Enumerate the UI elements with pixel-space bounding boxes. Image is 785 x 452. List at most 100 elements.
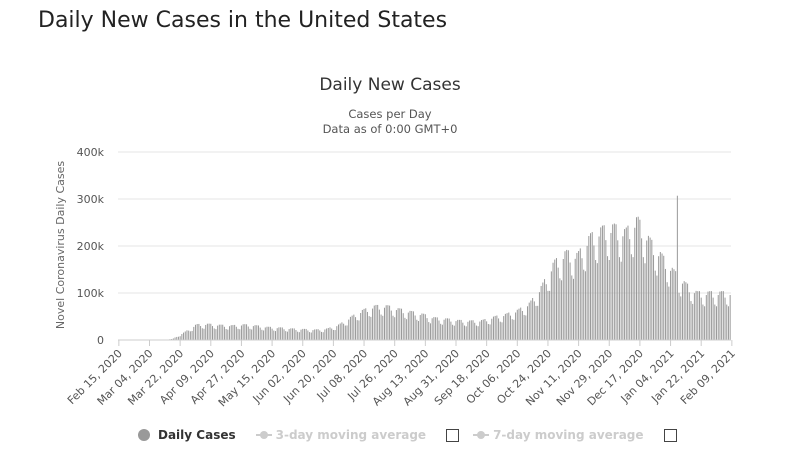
legend-line-icon <box>473 430 490 440</box>
bar <box>479 321 481 340</box>
bar <box>647 235 649 340</box>
bar <box>506 313 508 340</box>
bar <box>618 257 620 340</box>
bar <box>484 319 486 340</box>
legend-item-3day-average[interactable]: 3-day moving average <box>255 428 426 442</box>
bar <box>380 314 382 340</box>
bar <box>455 321 457 340</box>
bar <box>722 291 724 340</box>
bar <box>300 329 302 340</box>
bar <box>305 328 307 340</box>
bar <box>203 328 205 340</box>
bar <box>567 250 569 340</box>
legend-circle-icon <box>138 429 150 441</box>
bar <box>579 248 581 340</box>
bar <box>208 323 210 340</box>
bar <box>637 216 639 340</box>
bar <box>370 316 372 340</box>
bar <box>426 318 428 340</box>
bar <box>206 323 208 340</box>
bar <box>257 325 259 340</box>
legend-item-daily-cases[interactable]: Daily Cases <box>138 428 236 442</box>
y-axis-title: Novel Coronavirus Daily Cases <box>54 161 67 329</box>
bar <box>503 316 505 340</box>
bar <box>235 326 237 340</box>
bar <box>646 240 648 340</box>
bar <box>402 313 404 340</box>
bar <box>685 282 687 340</box>
bar <box>492 316 494 340</box>
grid-lines <box>118 151 731 294</box>
bar <box>373 305 375 340</box>
bar <box>412 311 414 340</box>
bar <box>401 308 403 340</box>
bar <box>172 338 174 340</box>
bar <box>225 329 227 340</box>
bar <box>557 267 559 340</box>
bar <box>509 315 511 340</box>
bar <box>249 328 251 340</box>
bar <box>494 315 496 340</box>
bar <box>372 308 374 340</box>
bar <box>440 323 442 340</box>
bar <box>424 314 426 340</box>
bar <box>436 317 438 340</box>
bar <box>191 330 193 340</box>
bar <box>607 256 609 340</box>
bar <box>217 325 219 340</box>
bar <box>537 305 539 340</box>
bar <box>177 336 179 340</box>
bar <box>356 320 358 340</box>
bar <box>634 227 636 340</box>
bar <box>409 310 411 340</box>
bar <box>690 301 692 340</box>
bar <box>431 318 433 340</box>
bar <box>317 329 319 340</box>
legend-item-7day-average[interactable]: 7-day moving average <box>473 428 644 442</box>
bar <box>601 225 603 340</box>
checkbox-3day-average[interactable] <box>446 428 460 442</box>
bar <box>724 297 726 340</box>
bar <box>511 319 513 340</box>
bar <box>227 329 229 340</box>
bar <box>521 310 523 340</box>
bar <box>651 239 653 340</box>
bar <box>481 320 483 340</box>
bar <box>404 317 406 340</box>
bar <box>661 253 663 340</box>
checkbox-7day-average[interactable] <box>663 428 677 442</box>
bar <box>566 249 568 340</box>
x-tick-label: Feb 09, 2021 <box>678 347 738 407</box>
bar <box>188 330 190 340</box>
bar <box>450 321 452 340</box>
bar <box>196 324 198 340</box>
bar <box>446 318 448 340</box>
bar <box>615 224 617 340</box>
bar <box>242 324 244 340</box>
bar <box>390 310 392 340</box>
bar <box>487 324 489 340</box>
bar <box>581 258 583 340</box>
bar <box>183 332 185 340</box>
bar <box>460 319 462 340</box>
bar <box>298 332 300 340</box>
bar <box>184 331 186 340</box>
bar <box>664 268 666 340</box>
bar <box>256 325 258 340</box>
bar <box>538 292 540 340</box>
bar <box>673 269 675 340</box>
bar <box>263 330 265 340</box>
bar <box>569 262 571 340</box>
bar <box>392 315 394 340</box>
bar <box>504 313 506 340</box>
bar <box>383 307 385 340</box>
bar <box>213 328 215 340</box>
bar <box>518 308 520 340</box>
bar <box>525 315 527 340</box>
bar <box>285 331 287 340</box>
bar <box>716 306 718 340</box>
bar <box>709 291 711 340</box>
bar <box>346 325 348 340</box>
bar <box>428 322 430 340</box>
bar <box>201 328 203 340</box>
